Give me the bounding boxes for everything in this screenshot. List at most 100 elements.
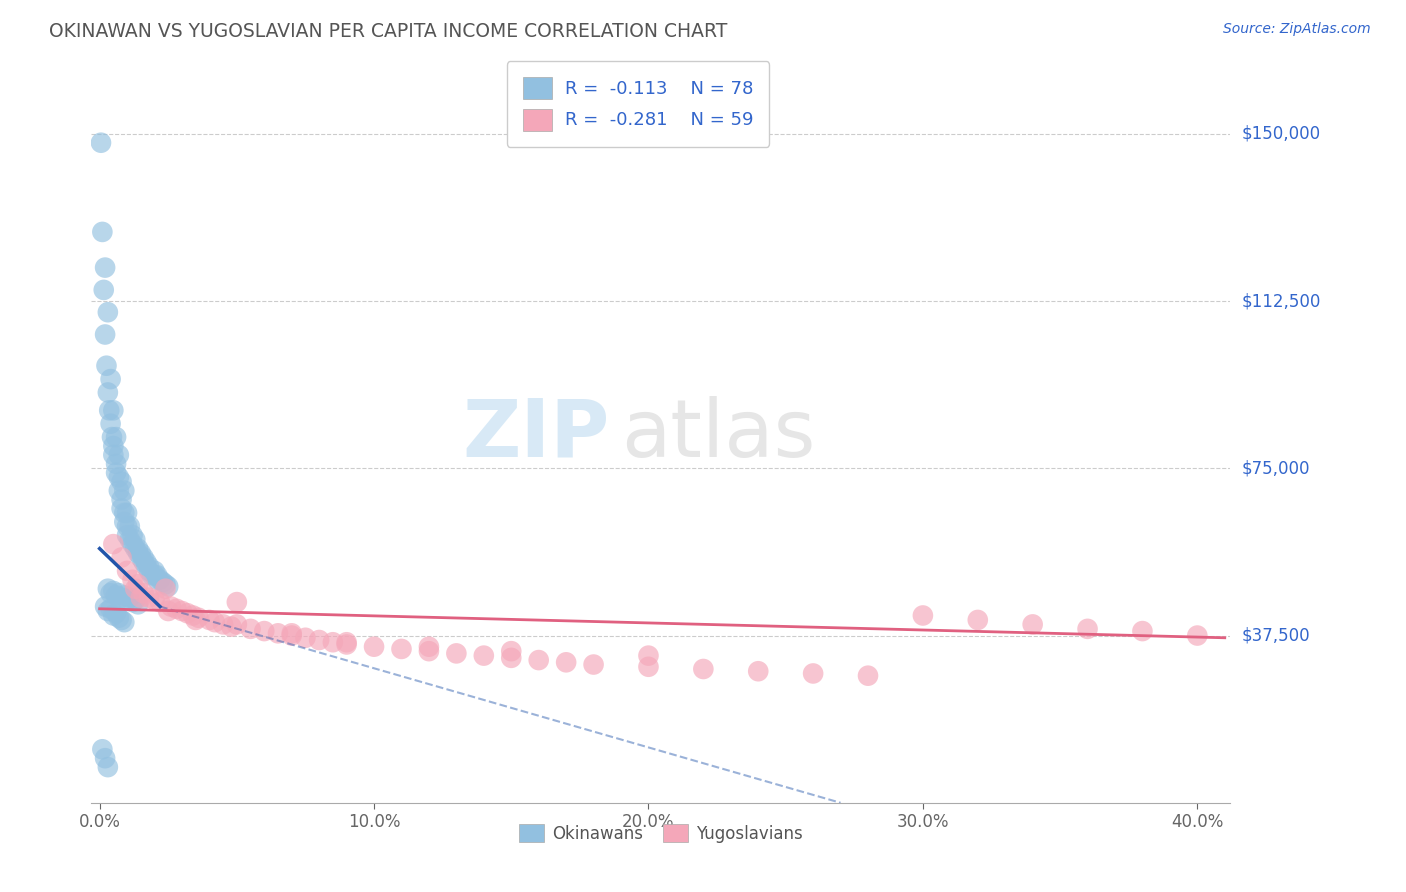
- Point: [105, 607, 128, 621]
- Point: [100, 586, 122, 600]
- Point: [336, 635, 359, 649]
- Text: $37,500: $37,500: [1241, 626, 1310, 645]
- Point: [115, 528, 138, 542]
- Point: [184, 613, 207, 627]
- Point: [221, 619, 243, 633]
- Point: [108, 448, 131, 462]
- Point: [143, 568, 166, 582]
- Point: [115, 592, 138, 607]
- Point: [121, 528, 143, 542]
- Point: [112, 615, 135, 630]
- Point: [135, 559, 157, 574]
- Point: [204, 615, 226, 630]
- Point: [170, 604, 193, 618]
- Point: [336, 637, 359, 651]
- Point: [911, 608, 934, 623]
- Point: [152, 575, 174, 590]
- Point: [280, 628, 302, 642]
- Point: [127, 598, 149, 612]
- Point: [141, 568, 163, 582]
- Point: [418, 644, 440, 658]
- Point: [187, 611, 209, 625]
- Point: [97, 385, 120, 400]
- Point: [501, 651, 523, 665]
- Point: [856, 669, 879, 683]
- Point: [176, 607, 198, 621]
- Point: [129, 591, 152, 605]
- Point: [91, 742, 114, 756]
- Point: [239, 622, 262, 636]
- Point: [93, 283, 115, 297]
- Point: [94, 599, 117, 614]
- Point: [146, 568, 169, 582]
- Point: [1077, 622, 1099, 636]
- Point: [118, 533, 141, 547]
- Point: [267, 626, 290, 640]
- Point: [124, 533, 146, 547]
- Point: [103, 448, 125, 462]
- Point: [143, 592, 166, 607]
- Point: [127, 546, 149, 560]
- Text: Source: ZipAtlas.com: Source: ZipAtlas.com: [1223, 22, 1371, 37]
- Point: [363, 640, 385, 654]
- Point: [212, 617, 235, 632]
- Point: [108, 470, 131, 484]
- Point: [103, 608, 125, 623]
- Legend: Okinawans, Yugoslavians: Okinawans, Yugoslavians: [512, 818, 810, 850]
- Point: [124, 541, 146, 556]
- Point: [149, 595, 172, 609]
- Text: OKINAWAN VS YUGOSLAVIAN PER CAPITA INCOME CORRELATION CHART: OKINAWAN VS YUGOSLAVIAN PER CAPITA INCOM…: [49, 22, 727, 41]
- Point: [1187, 628, 1209, 642]
- Point: [121, 573, 143, 587]
- Point: [118, 591, 141, 605]
- Text: $150,000: $150,000: [1241, 125, 1320, 143]
- Point: [100, 417, 122, 431]
- Point: [446, 646, 468, 660]
- Point: [138, 564, 160, 578]
- Point: [112, 589, 135, 603]
- Point: [97, 305, 120, 319]
- Point: [105, 457, 128, 471]
- Point: [110, 475, 132, 489]
- Point: [1132, 624, 1154, 639]
- Point: [527, 653, 550, 667]
- Point: [132, 550, 155, 565]
- Text: $112,500: $112,500: [1241, 292, 1320, 310]
- Point: [501, 644, 523, 658]
- Point: [966, 613, 988, 627]
- Point: [1021, 617, 1043, 632]
- Point: [132, 586, 155, 600]
- Text: ZIP: ZIP: [463, 396, 610, 474]
- Text: $75,000: $75,000: [1241, 459, 1310, 477]
- Point: [127, 577, 149, 591]
- Point: [308, 633, 330, 648]
- Point: [121, 537, 143, 551]
- Point: [157, 604, 180, 618]
- Point: [160, 599, 183, 614]
- Point: [391, 642, 413, 657]
- Point: [138, 591, 160, 605]
- Point: [97, 760, 120, 774]
- Point: [112, 506, 135, 520]
- Point: [112, 515, 135, 529]
- Point: [94, 260, 117, 275]
- Point: [181, 608, 204, 623]
- Point: [91, 225, 114, 239]
- Point: [97, 582, 120, 596]
- Point: [143, 564, 166, 578]
- Point: [105, 430, 128, 444]
- Point: [112, 483, 135, 498]
- Point: [108, 586, 131, 600]
- Point: [105, 466, 128, 480]
- Point: [121, 595, 143, 609]
- Point: [108, 483, 131, 498]
- Point: [103, 403, 125, 417]
- Point: [100, 602, 122, 616]
- Point: [103, 537, 125, 551]
- Point: [110, 550, 132, 565]
- Point: [100, 372, 122, 386]
- Point: [132, 555, 155, 569]
- Point: [94, 327, 117, 342]
- Point: [101, 430, 124, 444]
- Point: [103, 583, 125, 598]
